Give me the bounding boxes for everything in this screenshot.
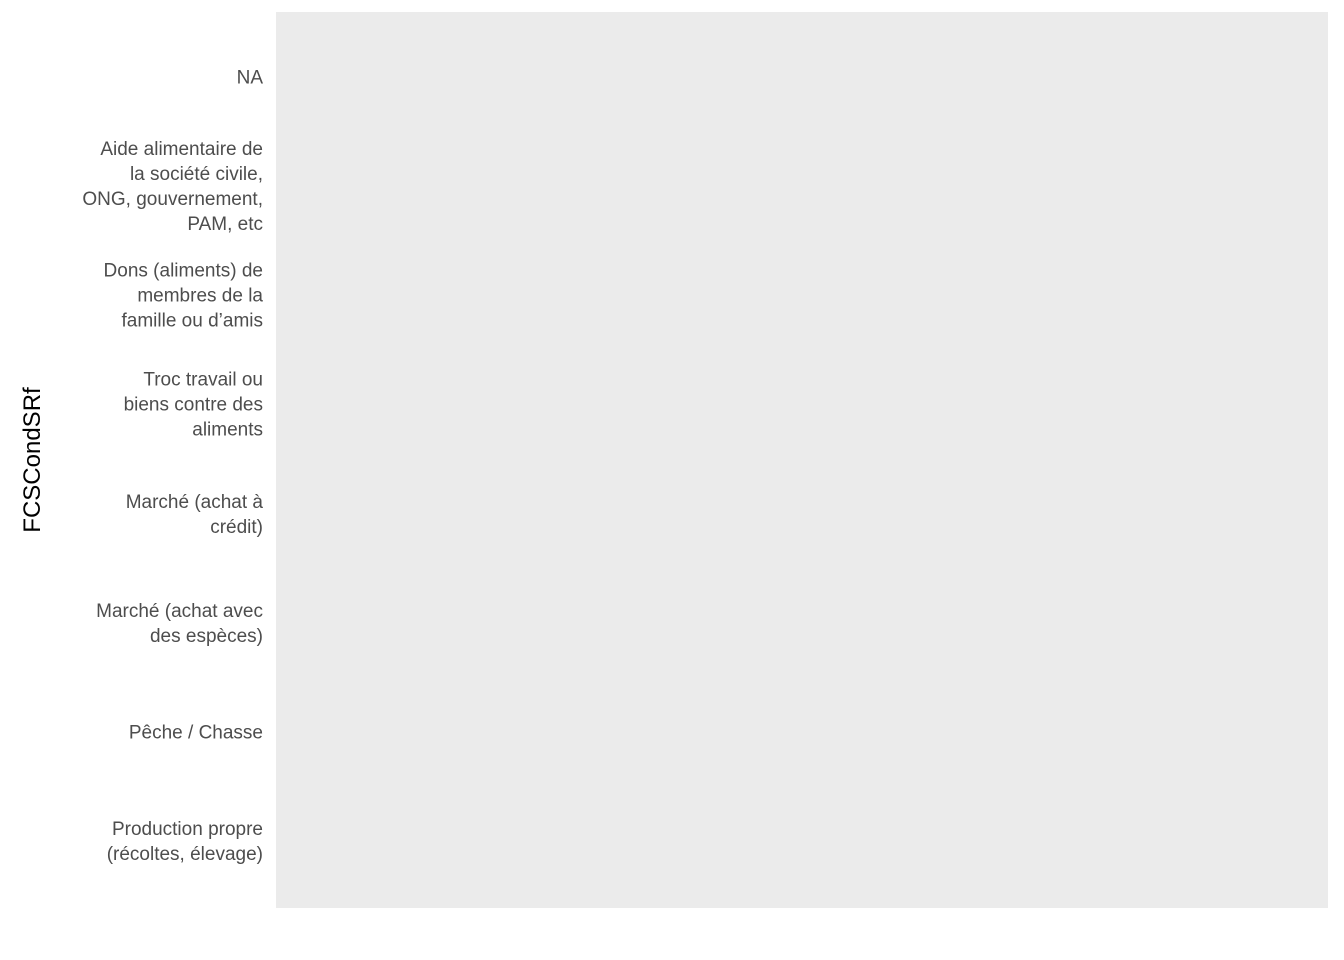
y-tick-label: Troc travail ou biens contre des aliment… [123,369,263,441]
y-tick-label: Aide alimentaire de la société civile, O… [82,138,263,235]
y-tick-label: Production propre (récoltes, élevage) [106,819,263,866]
y-axis-title: FCSCondSRf [19,387,46,533]
y-tick-label: Marché (achat avec des espèces) [96,600,263,647]
y-tick-label: Marché (achat à crédit) [125,491,263,538]
y-tick-label: NA [236,67,263,89]
y-tick-label: Dons (aliments) de membres de la famille… [103,260,263,332]
y-tick-label: Pêche / Chasse [128,722,263,744]
panel [276,12,1328,908]
